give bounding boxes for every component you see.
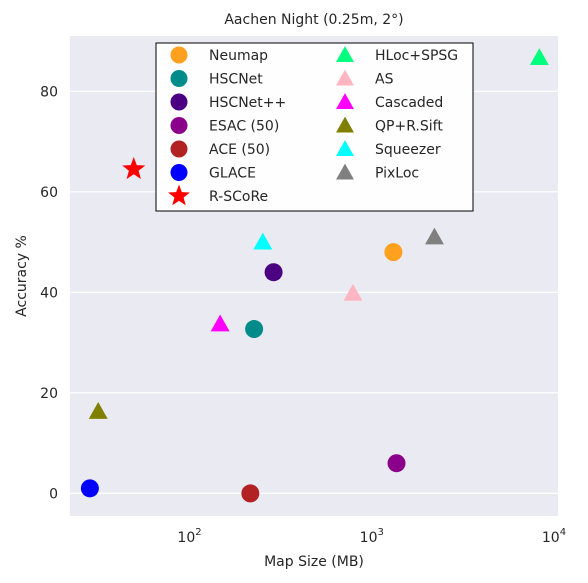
point-squeezer (253, 232, 273, 250)
y-tick-label: 0 (49, 486, 58, 502)
point-esac-50 (387, 454, 406, 473)
x-tick-label: 104 (542, 527, 566, 546)
legend-marker-squeezer (336, 140, 354, 156)
legend-label-neumap: Neumap (209, 48, 268, 64)
legend-marker-pixloc (336, 163, 354, 180)
point-as (343, 283, 363, 301)
legend-marker-hloc-spsg (336, 46, 354, 62)
point-hscnet (245, 320, 264, 339)
y-tick-label: 40 (40, 285, 58, 301)
legend-label-as: AS (375, 72, 394, 88)
legend-label-glace: GLACE (209, 166, 256, 182)
legend-label-esac-50: ESAC (50) (209, 119, 279, 135)
point-hloc-spsg (529, 48, 549, 65)
legend-label-hscnet: HSCNet (209, 72, 263, 88)
legend-marker-hscnet (170, 93, 188, 111)
y-tick-label: 20 (40, 386, 58, 402)
legend-label-ace-50: ACE (50) (209, 142, 270, 158)
legend-label-squeezer: Squeezer (375, 142, 441, 158)
data-points (80, 48, 549, 503)
x-axis-ticks: 102 103 104 (177, 527, 566, 546)
legend-label-hloc-spsg: HLoc+SPSG (375, 48, 458, 64)
point-qp-r-sift (88, 402, 108, 419)
point-hscnet (264, 263, 283, 282)
point-r-score (122, 157, 146, 180)
y-axis-label: Accuracy % (14, 235, 30, 317)
x-axis-label: Map Size (MB) (264, 554, 364, 570)
legend-marker-ace-50 (170, 140, 188, 158)
legend-marker-glace (170, 164, 188, 181)
legend: Neumap HSCNet HSCNet++ ESAC (50) ACE (50) GLA… (155, 42, 474, 212)
legend-marker-hscnet (170, 70, 188, 87)
legend-label-cascaded: Cascaded (375, 95, 443, 111)
y-tick-label: 60 (40, 185, 58, 201)
legend-box (155, 42, 474, 212)
y-axis-ticks: 0 20 40 60 80 (40, 84, 58, 502)
point-glace (80, 479, 99, 498)
point-cascaded (210, 314, 230, 332)
legend-marker-cascaded (336, 93, 354, 109)
point-pixloc (425, 227, 444, 245)
x-tick-label: 102 (177, 527, 201, 546)
legend-marker-r-score (168, 184, 190, 206)
point-neumap (384, 243, 403, 262)
legend-label-hscnet: HSCNet++ (209, 95, 286, 111)
legend-marker-esac-50 (170, 117, 188, 134)
legend-marker-neumap (170, 46, 188, 64)
y-tick-label: 80 (40, 84, 58, 100)
chart-title: Aachen Night (0.25m, 2°) (224, 12, 403, 28)
legend-label-pixloc: PixLoc (375, 166, 419, 182)
legend-label-qp-r-sift: QP+R.Sift (375, 119, 443, 135)
legend-marker-qp-r-sift (336, 116, 354, 133)
legend-marker-as (336, 69, 354, 86)
x-tick-label: 103 (360, 527, 384, 546)
legend-label-r-score: R-SCoRe (209, 189, 268, 205)
point-ace-50 (241, 484, 260, 503)
